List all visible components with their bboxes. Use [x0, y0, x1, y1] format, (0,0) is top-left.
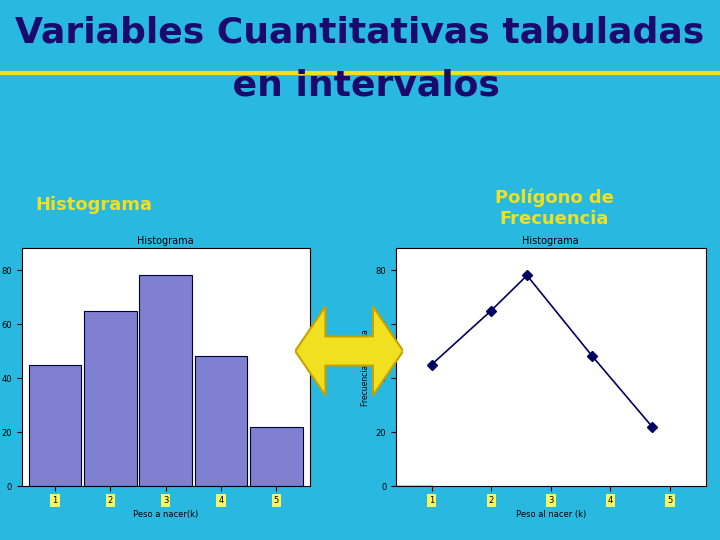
- Polygon shape: [295, 306, 403, 395]
- Bar: [84, 310, 137, 486]
- Bar: [250, 427, 302, 486]
- Bar: [29, 364, 81, 486]
- X-axis label: Peso a nacer(k): Peso a nacer(k): [133, 510, 198, 519]
- Text: Histograma: Histograma: [35, 196, 152, 214]
- Text: Variables Cuantitativas tabuladas: Variables Cuantitativas tabuladas: [15, 15, 705, 49]
- Bar: [139, 275, 192, 486]
- Title: Histograma: Histograma: [138, 236, 194, 246]
- Text: Polígono de
Frecuencia: Polígono de Frecuencia: [495, 188, 614, 227]
- Text: en intervalos: en intervalos: [220, 68, 500, 102]
- Y-axis label: Frecuencia absoluta: Frecuencia absoluta: [361, 329, 370, 406]
- X-axis label: Peso al nacer (k): Peso al nacer (k): [516, 510, 586, 519]
- Title: Histograma: Histograma: [523, 236, 579, 246]
- Bar: [194, 356, 247, 486]
